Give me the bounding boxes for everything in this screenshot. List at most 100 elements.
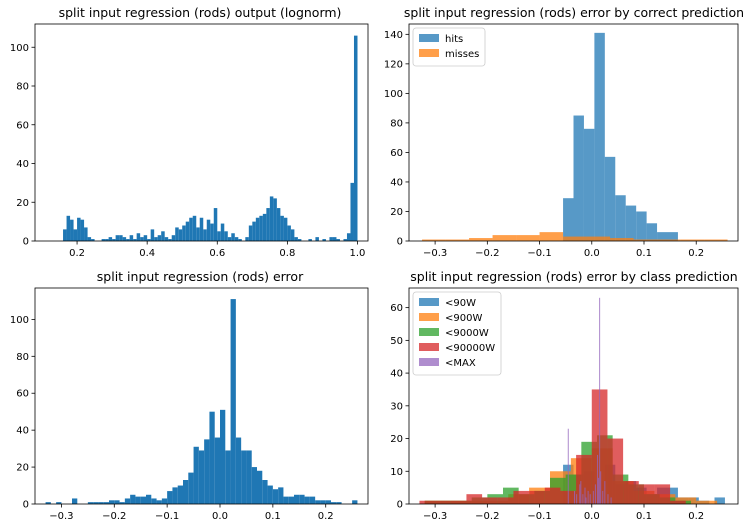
bar-s0-6 xyxy=(103,502,109,504)
x-tick-label-4: 0.1 xyxy=(636,511,652,522)
legend-label-4: <MAX xyxy=(445,358,476,369)
x-tick-label-2: 0.6 xyxy=(209,248,225,259)
x-tick-label-3: 0.0 xyxy=(212,511,228,522)
bar-s0-64 xyxy=(297,239,302,241)
y-tick-label-5: 100 xyxy=(10,43,29,54)
bar-s0-41 xyxy=(288,496,294,504)
bar-s3-3 xyxy=(466,494,483,504)
y-axis: 0 20 40 60 80 100 120 140 xyxy=(384,30,409,248)
legend-label-1: <900W xyxy=(445,313,482,324)
x-tick-label-1: −0.2 xyxy=(102,511,126,522)
x-tick-label-1: −0.2 xyxy=(475,248,499,259)
bar-s4-4 xyxy=(580,481,582,504)
bar-s4-18 xyxy=(607,494,609,504)
bar-s0-45 xyxy=(227,237,232,242)
bar-s0-1 xyxy=(66,215,71,241)
bar-s3-5 xyxy=(497,497,514,504)
chart-error: split input regression (rods) error 0 20 4… xyxy=(10,269,369,522)
bar-s0-31 xyxy=(235,437,242,504)
plot-frame xyxy=(408,287,739,505)
bar-s0-36 xyxy=(196,227,200,241)
x-tick-label-4: 0.1 xyxy=(265,511,281,522)
bar-s0-70 xyxy=(336,239,340,241)
legend-frame xyxy=(412,291,502,376)
x-tick-label-3: 0.8 xyxy=(279,248,295,259)
bar-s0-0 xyxy=(563,198,574,241)
bar-s1-12 xyxy=(704,239,728,241)
bar-s0-41 xyxy=(213,208,218,241)
y-tick-label-0: 0 xyxy=(397,500,403,511)
legend: <90W <900W <9000W <90000W <MAX xyxy=(412,291,502,376)
bar-s0-48 xyxy=(238,239,242,241)
bar-s0-66 xyxy=(315,237,319,242)
x-tick-label-5: 0.2 xyxy=(318,511,334,522)
bar-s1-10 xyxy=(657,239,681,241)
bar-s0-9 xyxy=(657,232,668,241)
bar-s0-30 xyxy=(230,299,236,504)
bar-s0-68 xyxy=(329,237,333,242)
x-axis: −0.3 −0.2 −0.1 0.0 0.1 0.2 xyxy=(49,504,334,522)
bar-s0-6 xyxy=(625,205,637,241)
bar-s1-8 xyxy=(610,238,634,241)
bar-s0-47 xyxy=(234,237,239,242)
bar-s3-13 xyxy=(623,481,639,504)
bar-s0-6 xyxy=(84,227,88,241)
bar-s0-30 xyxy=(175,227,179,241)
bar-s3-14 xyxy=(638,484,655,504)
bar-s3-7 xyxy=(529,490,545,504)
bar-s0-12 xyxy=(112,239,116,241)
legend-label-0: <90W xyxy=(445,298,476,309)
bar-s0-46 xyxy=(315,500,321,504)
bar-s0-49 xyxy=(245,237,249,242)
bar-s0-52 xyxy=(255,217,260,241)
bar-s0-2 xyxy=(70,219,74,241)
bar-s0-15 xyxy=(151,498,157,504)
plot-frame xyxy=(34,23,369,242)
legend: hits misses xyxy=(412,27,486,67)
bar-s0-37 xyxy=(267,485,273,504)
bar-s0-37 xyxy=(199,217,204,241)
bar-s3-12 xyxy=(607,438,624,504)
bar-s0-43 xyxy=(220,223,225,241)
y-tick-label-2: 40 xyxy=(16,159,29,170)
x-axis: 0.2 0.4 0.6 0.8 1.0 xyxy=(69,241,365,259)
chart-title: split input regression (rods) output (lo… xyxy=(59,5,342,20)
bar-s0-3 xyxy=(594,32,605,241)
plot-frame xyxy=(408,23,739,242)
bar-s0-7 xyxy=(87,237,92,242)
bar-s0-32 xyxy=(182,225,186,241)
bar-s0-25 xyxy=(204,439,210,504)
bar-s3-0 xyxy=(419,500,436,504)
bar-s0-26 xyxy=(161,231,165,241)
y-tick-label-5: 100 xyxy=(10,315,29,326)
y-tick-label-3: 60 xyxy=(16,389,29,400)
bar-s0-39 xyxy=(206,219,211,241)
y-tick-label-3: 30 xyxy=(390,401,403,412)
bar-s0-5 xyxy=(80,219,85,241)
bar-s0-1 xyxy=(56,502,62,504)
bar-s0-33 xyxy=(246,450,252,504)
bar-s1-4 xyxy=(516,235,540,241)
bar-s0-65 xyxy=(308,239,312,241)
y-tick-label-2: 40 xyxy=(390,177,403,188)
bar-s0-36 xyxy=(262,480,268,504)
x-tick-label-5: 0.2 xyxy=(688,248,704,259)
bar-s0-28 xyxy=(168,239,172,241)
bars-layer xyxy=(45,299,358,504)
bar-s0-35 xyxy=(257,470,263,504)
y-tick-label-3: 60 xyxy=(390,148,403,159)
x-tick-label-2: −0.1 xyxy=(527,511,551,522)
bar-s0-2 xyxy=(583,128,595,241)
bar-s4-12 xyxy=(597,454,599,504)
y-tick-label-5: 50 xyxy=(390,336,403,347)
bar-s3-2 xyxy=(450,500,467,504)
bar-s4-3 xyxy=(579,484,581,504)
bar-s0-16 xyxy=(156,500,162,504)
legend-swatch-0 xyxy=(419,298,439,306)
bars-layer xyxy=(422,32,728,241)
bar-s0-59 xyxy=(280,215,284,241)
x-tick-label-1: −0.2 xyxy=(475,511,499,522)
y-tick-label-0: 0 xyxy=(397,237,403,248)
bar-s0-34 xyxy=(189,217,193,241)
bar-s0-50 xyxy=(336,502,342,504)
